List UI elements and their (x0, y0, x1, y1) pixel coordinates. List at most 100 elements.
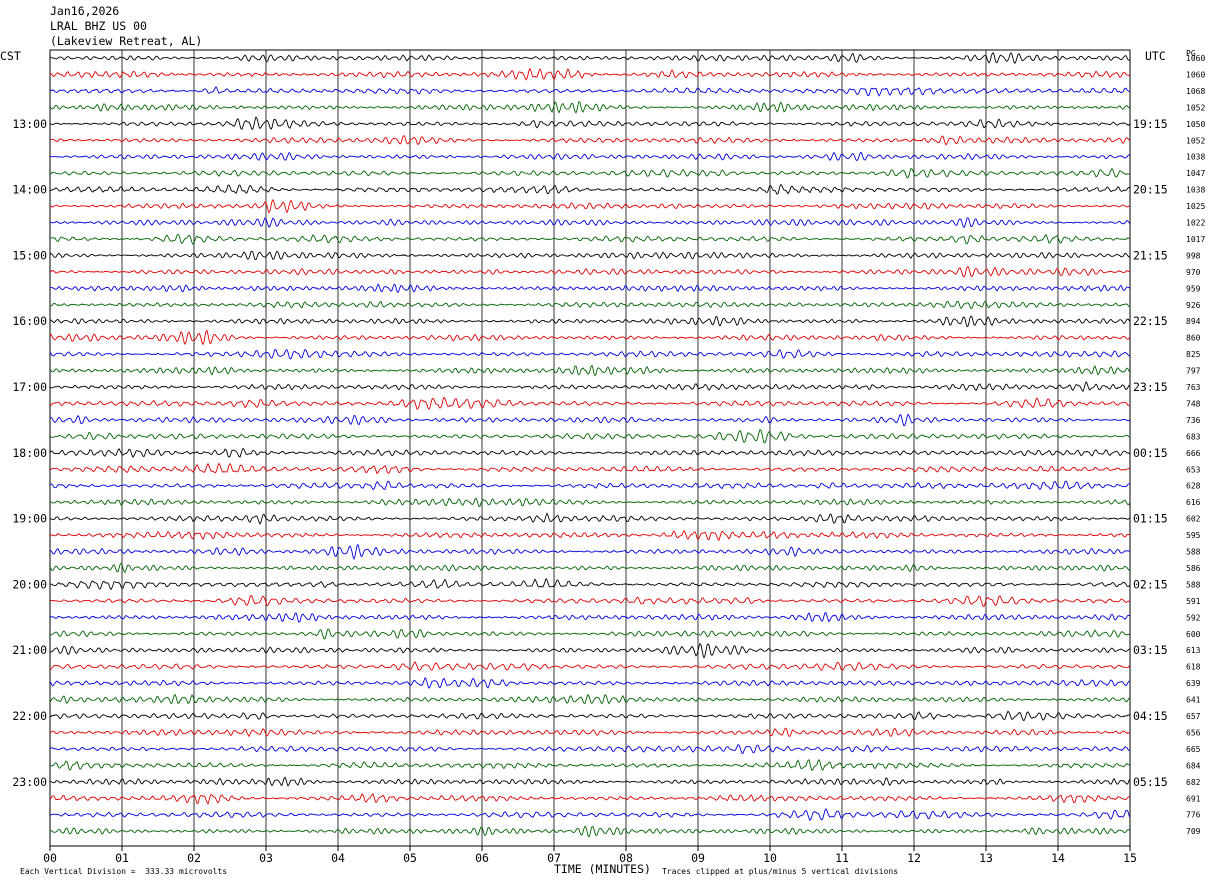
right-hour-label: 22:15 (1133, 314, 1168, 328)
trace-line (49, 67, 1131, 81)
trace-value-label: 1050 (1186, 120, 1205, 129)
trace-value-label: 1017 (1186, 235, 1205, 244)
x-tick-label: 07 (547, 851, 561, 865)
trace-value-label: 1052 (1186, 103, 1205, 112)
x-tick-label: 08 (619, 851, 633, 865)
x-tick-label: 12 (907, 851, 921, 865)
trace-value-label: 825 (1186, 350, 1201, 359)
trace-line (49, 497, 1131, 507)
trace-value-label: 776 (1186, 811, 1201, 820)
trace-line (49, 86, 1131, 97)
trace-value-label: 1060 (1186, 70, 1205, 79)
trace-value-label: 709 (1186, 827, 1201, 836)
trace-line (49, 283, 1131, 294)
trace-value-label: 588 (1186, 548, 1201, 557)
trace-line (49, 348, 1131, 360)
left-hour-label: 19:00 (12, 512, 47, 526)
trace-value-label: 1060 (1186, 54, 1205, 63)
trace-line (49, 543, 1131, 560)
trace-line (49, 642, 1131, 659)
trace-line (49, 116, 1131, 131)
right-unit-label: PG (1186, 49, 1196, 58)
x-tick-label: 02 (187, 851, 201, 865)
trace-value-label: 684 (1186, 761, 1201, 770)
trace-line (49, 808, 1131, 822)
trace-value-label: 628 (1186, 482, 1201, 491)
clip-note: Traces clipped at plus/minus 5 vertical … (662, 867, 899, 876)
left-hour-label: 21:00 (12, 643, 47, 657)
left-hour-label: 16:00 (12, 314, 47, 328)
x-tick-label: 06 (475, 851, 489, 865)
right-hour-label: 02:15 (1133, 577, 1168, 591)
plot-frame (49, 49, 1131, 847)
trace-line (49, 315, 1131, 328)
trace-line (49, 758, 1131, 772)
trace-value-label: 641 (1186, 696, 1201, 705)
trace-line (49, 151, 1131, 162)
trace-line (49, 825, 1131, 838)
trace-value-label: 797 (1186, 367, 1201, 376)
trace-line (49, 364, 1131, 377)
trace-value-label: 894 (1186, 317, 1201, 326)
trace-value-label: 595 (1186, 531, 1201, 540)
trace-line (49, 51, 1131, 65)
trace-line (49, 577, 1131, 591)
x-tick-label: 05 (403, 851, 417, 865)
right-hour-label: 19:15 (1133, 117, 1168, 131)
trace-value-label: 682 (1186, 778, 1201, 787)
trace-value-label: 763 (1186, 383, 1201, 392)
trace-value-label: 1025 (1186, 202, 1205, 211)
trace-line (49, 250, 1131, 261)
trace-value-label: 1047 (1186, 169, 1205, 178)
x-tick-label: 13 (979, 851, 993, 865)
trace-line (49, 198, 1131, 214)
trace-line (49, 396, 1131, 411)
right-timezone-label: UTC (1145, 49, 1166, 63)
trace-value-label: 592 (1186, 613, 1201, 622)
trace-line (49, 776, 1131, 787)
trace-value-label: 618 (1186, 663, 1201, 672)
x-tick-label: 15 (1123, 851, 1137, 865)
trace-value-label: 588 (1186, 580, 1201, 589)
trace-value-label: 998 (1186, 251, 1201, 260)
x-tick-label: 14 (1051, 851, 1065, 865)
trace-line (49, 413, 1131, 427)
trace-value-label: 666 (1186, 449, 1201, 458)
x-tick-label: 00 (43, 851, 57, 865)
trace-line (49, 744, 1131, 754)
x-tick-label: 09 (691, 851, 705, 865)
trace-line (49, 628, 1131, 640)
trace-value-label: 616 (1186, 498, 1201, 507)
trace-line (49, 381, 1131, 393)
left-hour-label: 13:00 (12, 117, 47, 131)
trace-line (49, 447, 1131, 459)
location-label: (Lakeview Retreat, AL) (50, 34, 203, 48)
trace-value-label: 656 (1186, 728, 1201, 737)
right-hour-label: 21:15 (1133, 248, 1168, 262)
scale-note: Each Vertical Division = 333.33 microvol… (20, 867, 228, 876)
trace-value-label: 1022 (1186, 219, 1205, 228)
trace-value-label: 613 (1186, 646, 1201, 655)
right-hour-label: 23:15 (1133, 380, 1168, 394)
trace-value-label: 1038 (1186, 186, 1205, 195)
right-hour-label: 04:15 (1133, 709, 1168, 723)
trace-value-label: 1068 (1186, 87, 1205, 96)
trace-value-label: 1038 (1186, 153, 1205, 162)
date-label: Jan16,2026 (50, 4, 120, 18)
trace-line (49, 429, 1131, 444)
trace-line (49, 101, 1131, 114)
left-hour-label: 23:00 (12, 775, 47, 789)
left-hour-label: 17:00 (12, 380, 47, 394)
right-hour-label: 20:15 (1133, 183, 1168, 197)
trace-line (49, 661, 1131, 671)
trace-value-label: 665 (1186, 745, 1201, 754)
right-hour-label: 03:15 (1133, 643, 1168, 657)
trace-line (49, 233, 1131, 245)
trace-value-label: 736 (1186, 416, 1201, 425)
trace-group: 1060 1060 1068 1052 1050 1052 1038 1047 1038 1025… (49, 51, 1205, 838)
station-label: LRAL BHZ US 00 (50, 19, 147, 33)
trace-line (49, 612, 1131, 623)
trace-line (49, 727, 1131, 738)
trace-line (49, 594, 1131, 608)
